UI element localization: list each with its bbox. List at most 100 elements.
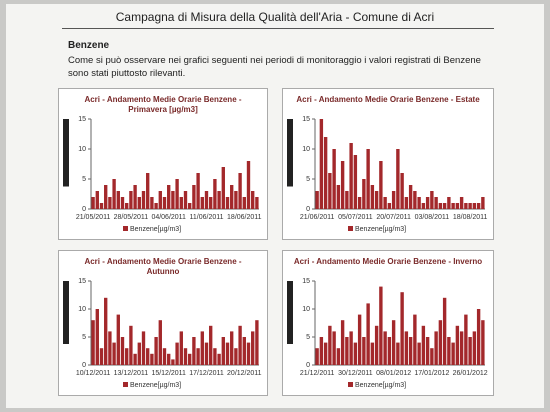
bar bbox=[192, 185, 196, 209]
bar bbox=[162, 197, 167, 209]
y-tick-label: 0 bbox=[82, 206, 86, 213]
bar bbox=[120, 197, 125, 209]
bar bbox=[137, 342, 141, 365]
bar bbox=[225, 342, 230, 365]
y-tick-label: 15 bbox=[78, 278, 86, 285]
bar bbox=[108, 197, 112, 209]
x-tick-label: 05/07/2011 bbox=[338, 214, 373, 221]
bar bbox=[455, 203, 460, 209]
bar bbox=[425, 197, 430, 209]
bar bbox=[246, 342, 251, 365]
bar bbox=[434, 197, 438, 209]
bar bbox=[192, 337, 196, 365]
bar bbox=[167, 353, 171, 365]
bar bbox=[116, 191, 120, 209]
bar bbox=[468, 337, 472, 365]
bar bbox=[158, 320, 162, 365]
y-tick-label: 10 bbox=[78, 306, 86, 313]
y-tick-label: 15 bbox=[302, 278, 310, 285]
y-tick-label: 10 bbox=[302, 306, 310, 313]
bar bbox=[379, 161, 383, 209]
bar bbox=[120, 337, 125, 365]
bar bbox=[91, 320, 95, 365]
bar bbox=[387, 203, 392, 209]
bar bbox=[391, 191, 396, 209]
bar bbox=[209, 325, 213, 365]
bar bbox=[472, 203, 477, 209]
bar bbox=[442, 203, 447, 209]
bar bbox=[217, 353, 221, 365]
y-tick-label: 10 bbox=[78, 146, 86, 153]
bar bbox=[225, 197, 230, 209]
bar bbox=[112, 342, 116, 365]
bar bbox=[319, 119, 324, 209]
bar bbox=[230, 331, 234, 365]
bar bbox=[183, 348, 188, 365]
bar bbox=[175, 179, 179, 209]
bar bbox=[417, 342, 421, 365]
x-tick-label: 11/06/2011 bbox=[190, 214, 224, 221]
bar bbox=[204, 342, 209, 365]
x-tick-label: 26/01/2012 bbox=[453, 370, 488, 377]
bar bbox=[154, 337, 158, 365]
y-tick-label: 10 bbox=[302, 146, 310, 153]
bar bbox=[162, 348, 167, 365]
bar bbox=[323, 137, 328, 209]
x-tick-label: 20/12/2011 bbox=[227, 370, 262, 377]
chart-title: Acri - Andamento Medie Orarie Benzene - … bbox=[296, 95, 480, 104]
y-tick-label: 15 bbox=[302, 116, 310, 123]
bar bbox=[362, 337, 366, 365]
bar bbox=[246, 161, 251, 209]
bar bbox=[366, 303, 370, 365]
bar bbox=[221, 167, 225, 209]
bar bbox=[472, 331, 477, 365]
bar bbox=[438, 320, 443, 365]
x-tick-label: 21/12/2011 bbox=[300, 370, 335, 377]
bar bbox=[104, 185, 108, 209]
bar bbox=[362, 179, 366, 209]
bar bbox=[255, 320, 259, 365]
y-tick-label: 15 bbox=[78, 116, 86, 123]
bar bbox=[234, 348, 238, 365]
bar bbox=[387, 337, 392, 365]
bar bbox=[349, 143, 353, 209]
header-rule bbox=[62, 28, 494, 29]
chart-title: Acri - Andamento Medie Orarie Benzene - … bbox=[84, 257, 242, 276]
x-tick-label: 13/12/2011 bbox=[114, 370, 149, 377]
bar bbox=[133, 185, 137, 209]
bar bbox=[404, 331, 409, 365]
legend-swatch bbox=[123, 226, 128, 231]
bar bbox=[417, 197, 421, 209]
bar bbox=[315, 191, 319, 209]
y-tick-label: 5 bbox=[306, 176, 310, 183]
bar bbox=[408, 185, 413, 209]
paragraph-line: Come si può osservare nei grafici seguen… bbox=[68, 55, 481, 66]
bar bbox=[332, 331, 336, 365]
legend-label: Benzene[µg/m3] bbox=[130, 382, 181, 389]
bar bbox=[459, 331, 464, 365]
bar bbox=[125, 348, 129, 365]
y-tick-label: 0 bbox=[82, 362, 86, 369]
bar bbox=[374, 325, 379, 365]
bar bbox=[95, 309, 99, 365]
chart-panel: Acri - Andamento Medie Orarie Benzene - … bbox=[58, 250, 268, 396]
bar bbox=[196, 173, 200, 209]
chart-title: Acri - Andamento Medie Orarie Benzene - … bbox=[293, 257, 483, 266]
bar bbox=[396, 342, 400, 365]
bar bbox=[332, 149, 336, 209]
bar bbox=[447, 197, 451, 209]
legend-label: Benzene[µg/m3] bbox=[130, 226, 181, 233]
bar bbox=[217, 191, 221, 209]
bar bbox=[238, 325, 242, 365]
bar bbox=[179, 197, 183, 209]
x-tick-label: 04/06/2011 bbox=[151, 214, 186, 221]
y-tick-label: 5 bbox=[82, 176, 86, 183]
bar bbox=[323, 342, 328, 365]
bar bbox=[315, 348, 319, 365]
bar bbox=[340, 320, 345, 365]
bar bbox=[353, 155, 358, 209]
bar bbox=[146, 348, 150, 365]
legend-swatch bbox=[348, 226, 353, 231]
bar bbox=[150, 197, 154, 209]
bar bbox=[204, 191, 209, 209]
